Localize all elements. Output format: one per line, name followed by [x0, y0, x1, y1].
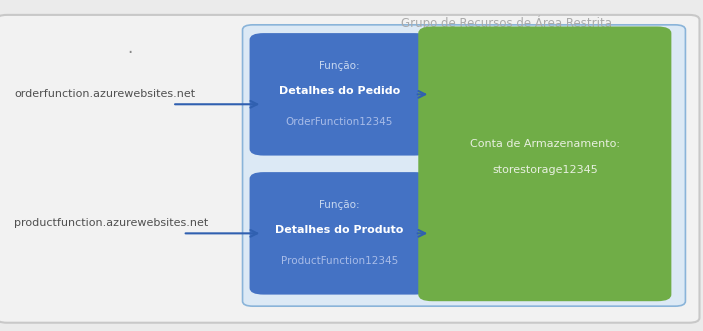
- FancyBboxPatch shape: [243, 25, 685, 306]
- Text: ProductFunction12345: ProductFunction12345: [280, 257, 398, 266]
- Text: productfunction.azurewebsites.net: productfunction.azurewebsites.net: [14, 218, 208, 228]
- Text: Detalhes do Pedido: Detalhes do Pedido: [278, 86, 400, 96]
- Text: orderfunction.azurewebsites.net: orderfunction.azurewebsites.net: [14, 89, 195, 99]
- FancyBboxPatch shape: [0, 15, 699, 323]
- Text: .: .: [127, 39, 133, 57]
- Text: Função:: Função:: [319, 61, 359, 71]
- Text: Detalhes do Produto: Detalhes do Produto: [275, 225, 404, 235]
- FancyBboxPatch shape: [418, 26, 671, 301]
- FancyBboxPatch shape: [250, 172, 429, 295]
- Text: Grupo de Recursos de Área Restrita: Grupo de Recursos de Área Restrita: [401, 15, 612, 30]
- FancyBboxPatch shape: [250, 33, 429, 156]
- Text: Conta de Armazenamento:: Conta de Armazenamento:: [470, 139, 620, 149]
- Text: Função:: Função:: [319, 200, 359, 210]
- Text: storestorage12345: storestorage12345: [492, 166, 598, 175]
- Text: OrderFunction12345: OrderFunction12345: [285, 118, 393, 127]
